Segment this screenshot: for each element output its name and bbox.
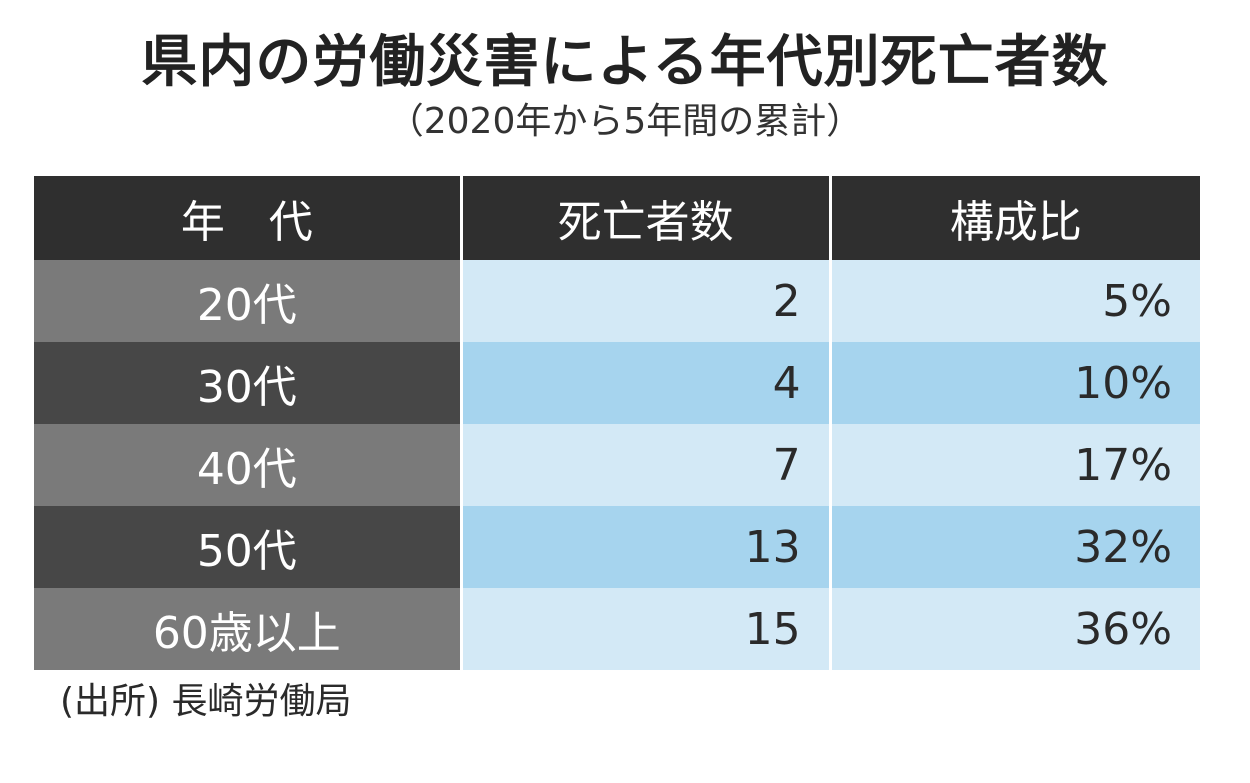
age-cell: 20代 [34, 260, 463, 342]
ratio-cell: 10% [830, 342, 1200, 424]
header-ratio: 構成比 [830, 176, 1200, 260]
deaths-cell: 15 [461, 588, 832, 670]
age-cell: 60歳以上 [34, 588, 463, 670]
chart-title: 県内の労働災害による年代別死亡者数 [141, 30, 1109, 95]
deaths-cell: 4 [461, 342, 832, 424]
header-deaths: 死亡者数 [461, 176, 832, 260]
table-row: 60歳以上 15 36% [34, 588, 1200, 670]
deaths-cell: 2 [461, 260, 832, 342]
table-header-row: 年 代 死亡者数 構成比 [34, 176, 1200, 260]
age-cell: 30代 [34, 342, 463, 424]
table-row: 20代 2 5% [34, 260, 1200, 342]
table-row: 30代 4 10% [34, 342, 1200, 424]
deaths-cell: 13 [461, 506, 832, 588]
chart-subtitle: （2020年から5年間の累計） [387, 101, 863, 142]
ratio-cell: 36% [830, 588, 1200, 670]
deaths-cell: 7 [461, 424, 832, 506]
ratio-cell: 17% [830, 424, 1200, 506]
age-cell: 50代 [34, 506, 463, 588]
deaths-by-age-table: 年 代 死亡者数 構成比 20代 2 5% 30代 4 10% 40代 7 17… [34, 176, 1200, 670]
table-row: 40代 7 17% [34, 424, 1200, 506]
source-note: (出所) 長崎労働局 [60, 681, 352, 722]
ratio-cell: 5% [830, 260, 1200, 342]
ratio-cell: 32% [830, 506, 1200, 588]
age-cell: 40代 [34, 424, 463, 506]
header-age: 年 代 [34, 176, 463, 260]
table-row: 50代 13 32% [34, 506, 1200, 588]
